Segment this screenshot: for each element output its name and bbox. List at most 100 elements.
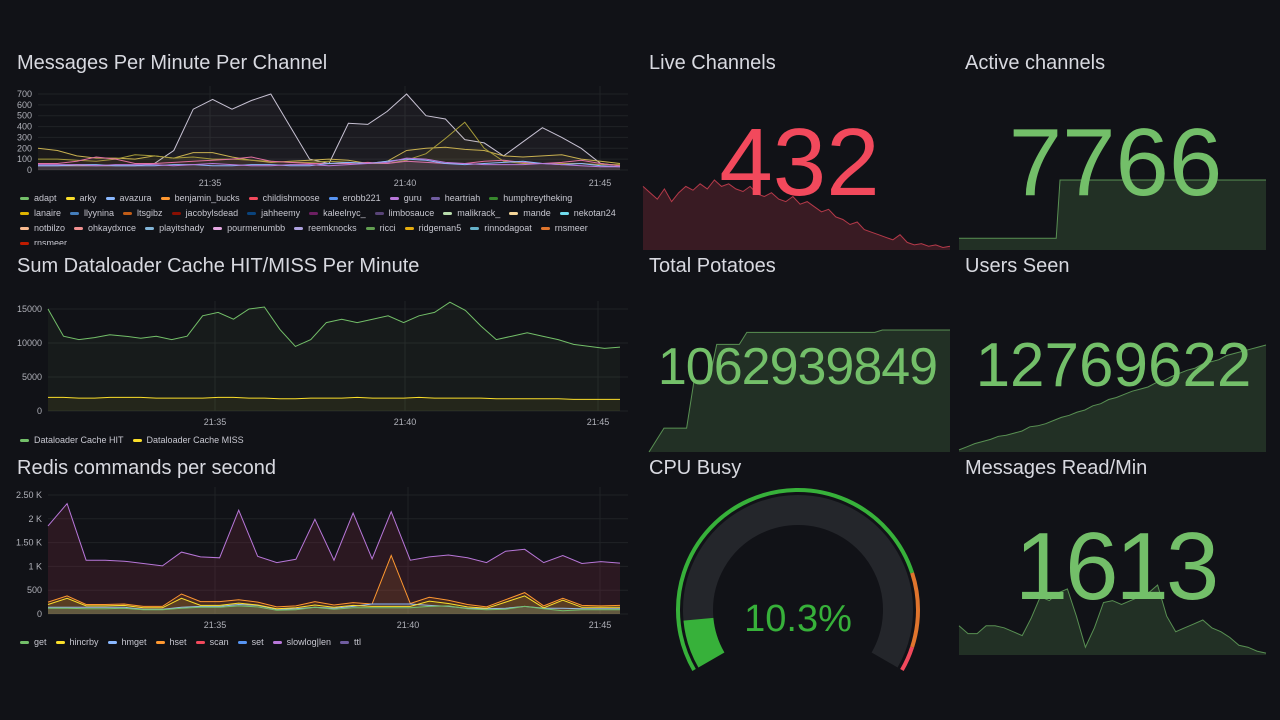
legend-item[interactable]: jacobylsdead <box>171 208 239 218</box>
legend-swatch <box>489 196 499 200</box>
legend-item[interactable]: avazura <box>105 193 152 203</box>
legend-item[interactable]: kaleelnyc_ <box>309 208 366 218</box>
gauge-threshold-green <box>676 488 915 671</box>
legend-item[interactable]: ricci <box>365 223 396 233</box>
legend-item[interactable]: scan <box>195 635 229 649</box>
legend-swatch <box>248 196 258 200</box>
legend-label: mande <box>523 208 551 218</box>
dataloader-legend: Dataloader Cache HIT Dataloader Cache MIS… <box>20 433 620 447</box>
legend-label: childishmoose <box>262 193 320 203</box>
legend-label: ltsgibz <box>137 208 163 218</box>
legend-item[interactable]: lanaire <box>20 208 61 218</box>
legend-item[interactable]: childishmoose <box>248 193 320 203</box>
legend-item[interactable]: hset <box>155 635 187 649</box>
legend-item[interactable]: slowlog|len <box>272 635 331 649</box>
y-tick-label: 0 <box>37 609 42 619</box>
legend-label: erobb221 <box>342 193 381 203</box>
y-tick-label: 600 <box>17 100 32 110</box>
messages-read-value: 1613 <box>1014 513 1220 620</box>
legend-item[interactable]: pourmenumbb <box>213 223 285 233</box>
legend-item[interactable]: rinnodagoat <box>470 223 532 233</box>
legend-item[interactable]: ohkaydxnce <box>74 223 136 233</box>
y-tick-label: 200 <box>17 143 32 153</box>
legend-item[interactable]: notbilzo <box>20 223 65 233</box>
legend-item[interactable]: arky <box>65 193 97 203</box>
legend-item[interactable]: rnsmeer <box>20 238 67 245</box>
y-tick-label: 100 <box>17 154 32 164</box>
legend-label: ohkaydxnce <box>88 223 137 233</box>
series-line <box>38 121 620 166</box>
legend-swatch <box>237 640 247 644</box>
legend-label: nekotan24 <box>573 208 616 218</box>
legend-item[interactable]: nekotan24 <box>559 208 616 218</box>
legend-item[interactable]: limbosauce <box>374 208 434 218</box>
legend-swatch <box>404 226 414 230</box>
panel-title-messages[interactable]: Messages Per Minute Per Channel <box>17 52 328 74</box>
legend-item[interactable]: rnsmeer <box>540 223 588 233</box>
y-tick-label: 700 <box>17 89 32 99</box>
panel-title-redis[interactable]: Redis commands per second <box>17 457 277 479</box>
legend-swatch <box>70 211 80 215</box>
legend-swatch <box>155 640 165 644</box>
legend-item[interactable]: get <box>20 635 47 649</box>
panel-title-cpu[interactable]: CPU Busy <box>649 457 742 479</box>
legend-swatch <box>374 211 384 215</box>
legend-item[interactable]: Dataloader Cache MISS <box>132 433 244 447</box>
legend-item[interactable]: set <box>237 635 264 649</box>
legend-swatch <box>389 196 399 200</box>
panel-title-read[interactable]: Messages Read/Min <box>965 457 1148 479</box>
legend-label: guru <box>403 193 422 203</box>
legend-item[interactable]: Dataloader Cache HIT <box>20 433 124 447</box>
legend-item[interactable]: adapt <box>20 193 57 203</box>
sparkline-line <box>648 329 950 453</box>
legend-swatch <box>247 211 257 215</box>
panel-title-potatoes[interactable]: Total Potatoes <box>649 255 776 277</box>
legend-swatch <box>107 640 117 644</box>
x-tick-label: 21:35 <box>204 417 227 427</box>
legend-item[interactable]: ridgeman5 <box>404 223 462 233</box>
y-tick-label: 15000 <box>17 304 42 314</box>
legend-swatch <box>195 640 205 644</box>
legend-label: set <box>251 637 264 647</box>
legend-label: hincrby <box>69 637 99 647</box>
series-area <box>48 397 620 411</box>
legend-item[interactable]: llyynina <box>70 208 114 218</box>
panel-title-dataloader[interactable]: Sum Dataloader Cache HIT/MISS Per Minute <box>17 255 420 277</box>
total-potatoes-value: 1062939849 <box>657 338 938 396</box>
legend-swatch <box>20 226 29 230</box>
legend-item[interactable]: reemknocks <box>294 223 357 233</box>
legend-item[interactable]: heartriah <box>430 193 480 203</box>
gauge-threshold-orange <box>910 572 920 648</box>
legend-item[interactable]: ltsgibz <box>123 208 163 218</box>
legend-item[interactable]: playitshady <box>145 223 204 233</box>
legend-label: hmget <box>121 637 147 647</box>
series-line <box>48 605 620 612</box>
legend-item[interactable]: hincrby <box>55 635 99 649</box>
legend-item[interactable]: malikrack_ <box>443 208 500 218</box>
panel-title-users[interactable]: Users Seen <box>965 255 1070 277</box>
panel-title-live[interactable]: Live Channels <box>649 52 776 74</box>
legend-swatch <box>160 196 170 200</box>
y-tick-label: 2.50 K <box>16 490 42 500</box>
series-line <box>38 157 620 168</box>
legend-item[interactable]: humphreytheking <box>489 193 572 203</box>
legend-label: playitshady <box>159 223 205 233</box>
panel-title-active[interactable]: Active channels <box>965 52 1106 74</box>
legend-item[interactable]: ttl <box>339 635 361 649</box>
legend-item[interactable]: guru <box>389 193 422 203</box>
legend-label: hset <box>169 637 187 647</box>
legend-item[interactable]: jahheemy <box>247 208 300 218</box>
legend-item[interactable]: erobb221 <box>328 193 381 203</box>
legend-label: reemknocks <box>308 223 357 233</box>
legend-item[interactable]: benjamin_bucks <box>160 193 240 203</box>
legend-item[interactable]: hmget <box>107 635 147 649</box>
legend-label: jacobylsdead <box>185 208 239 218</box>
sparkline-area <box>649 330 950 452</box>
legend-swatch <box>540 226 550 230</box>
legend-label: ridgeman5 <box>418 223 462 233</box>
messages-legend: adapt arky avazura benjamin_bucks childishmo… <box>20 193 620 245</box>
legend-item[interactable]: mande <box>509 208 551 218</box>
series-line <box>47 502 621 567</box>
sparkline-area <box>643 180 950 250</box>
